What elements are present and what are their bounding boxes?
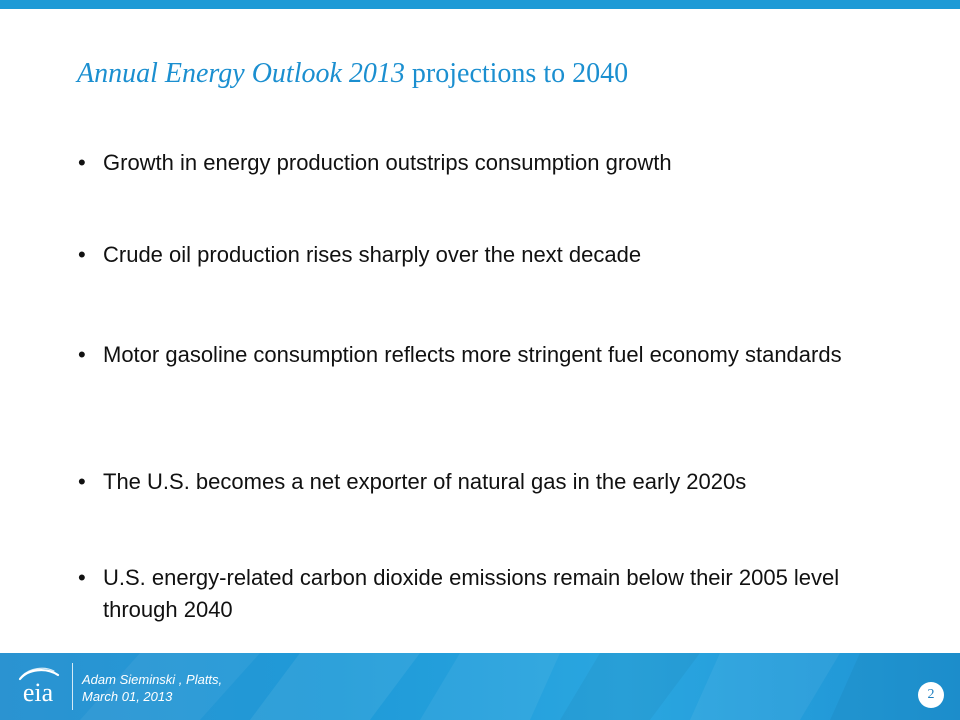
eia-logo-text: eia [23, 678, 54, 707]
bullet-item: • The U.S. becomes a net exporter of nat… [78, 466, 908, 498]
top-accent-bar [0, 0, 960, 9]
page-number: 2 [918, 682, 944, 708]
bullet-text: The U.S. becomes a net exporter of natur… [103, 469, 747, 494]
bullet-marker: • [78, 469, 86, 494]
bullet-text: Motor gasoline consumption reflects more… [103, 342, 842, 367]
bullet-text: Growth in energy production outstrips co… [103, 150, 672, 175]
slide-title: Annual Energy Outlook 2013 projections t… [77, 57, 628, 91]
eia-logo-icon: eia [18, 667, 60, 707]
presentation-date: March 01, 2013 [82, 689, 173, 704]
bullet-text: U.S. energy-related carbon dioxide emiss… [103, 565, 840, 622]
footer-pattern [80, 653, 960, 720]
slide-title-rest: projections to 2040 [404, 58, 629, 89]
bullet-item: • Crude oil production rises sharply ove… [78, 239, 908, 271]
slide-title-italic: Annual Energy Outlook 2013 [77, 58, 405, 89]
bullet-marker: • [78, 150, 86, 175]
bullet-text: Crude oil production rises sharply over … [103, 242, 642, 267]
presenter-name: Adam Sieminski , Platts, [82, 672, 223, 687]
bullet-marker: • [78, 242, 86, 267]
presenter-info: Adam Sieminski , Platts, March 01, 2013 [82, 671, 222, 705]
bullet-item: • Growth in energy production outstrips … [78, 147, 908, 179]
footer-divider [72, 663, 73, 710]
bullet-item: • U.S. energy-related carbon dioxide emi… [78, 562, 908, 626]
bullet-item: • Motor gasoline consumption reflects mo… [78, 339, 908, 371]
bullet-marker: • [78, 565, 86, 590]
footer-bar: eia Adam Sieminski , Platts, March 01, 2… [0, 653, 960, 720]
bullet-marker: • [78, 342, 86, 367]
